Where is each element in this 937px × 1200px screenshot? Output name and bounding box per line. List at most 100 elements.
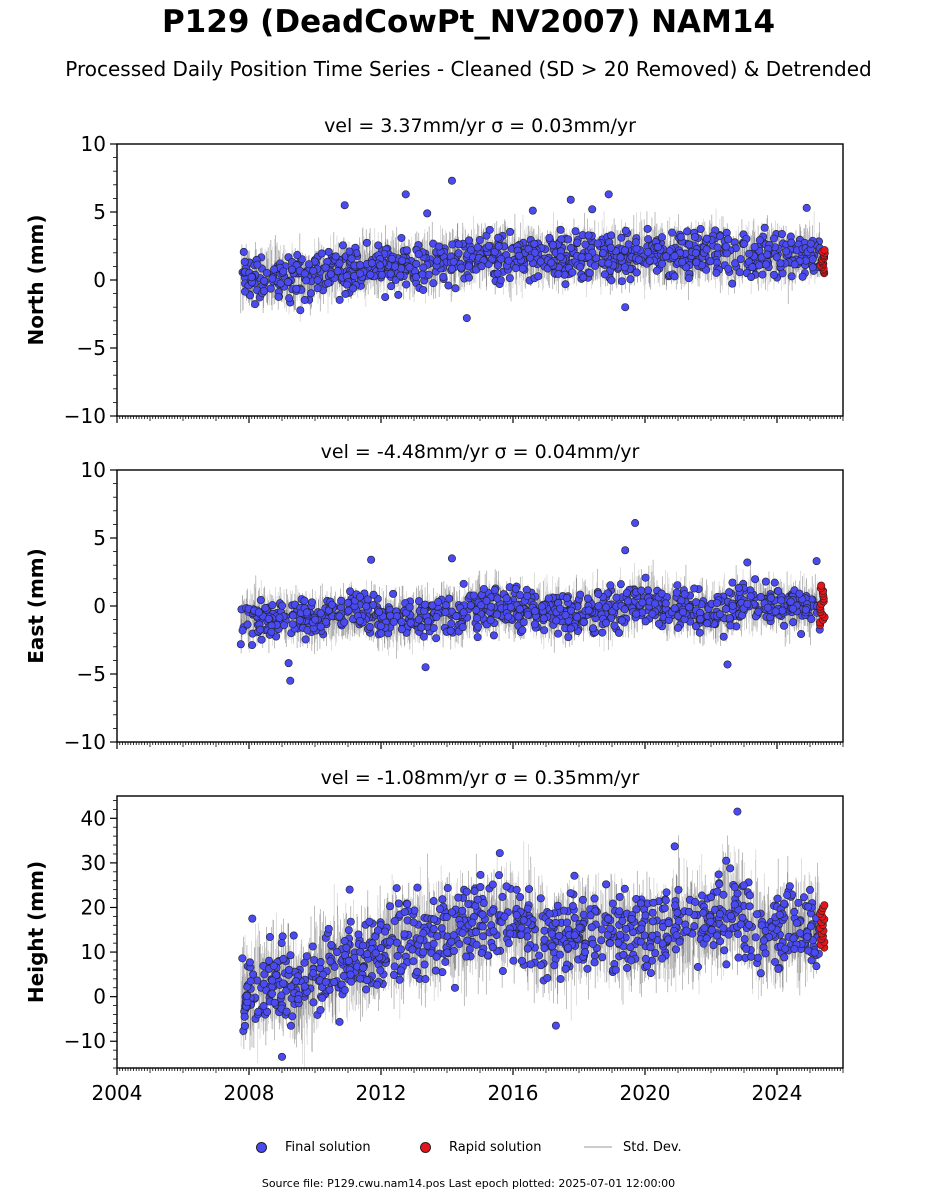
final-solution-point: [239, 247, 248, 256]
final-solution-point: [275, 613, 284, 622]
final-solution-point: [296, 306, 305, 315]
final-solution-point: [251, 300, 260, 309]
final-solution-point: [511, 584, 520, 593]
final-solution-point: [292, 284, 301, 293]
final-solution-point: [645, 256, 654, 265]
final-solution-point: [577, 253, 586, 262]
final-solution-point: [760, 223, 769, 232]
final-solution-point: [620, 263, 629, 272]
final-solution-point: [620, 605, 629, 614]
final-solution-point: [617, 277, 626, 286]
final-solution-point: [657, 233, 666, 242]
final-solution-point: [496, 276, 505, 285]
final-solution-point: [795, 589, 804, 598]
final-solution-point: [774, 587, 783, 596]
final-solution-point: [338, 241, 347, 250]
final-solution-point: [770, 578, 779, 587]
final-solution-point: [685, 240, 694, 249]
final-solution-point: [419, 263, 428, 272]
final-solution-point: [489, 631, 498, 640]
final-solution-point: [584, 606, 593, 615]
final-solution-point: [530, 248, 539, 257]
final-solution-point: [493, 261, 502, 270]
plot-area: [238, 176, 829, 323]
final-solution-point: [402, 280, 411, 289]
final-solution-point: [545, 233, 554, 242]
final-solution-point: [756, 593, 765, 602]
final-solution-point: [554, 269, 563, 278]
final-solution-point: [268, 274, 277, 283]
final-solution-point: [313, 276, 322, 285]
final-solution-point: [540, 626, 549, 635]
final-solution-point: [782, 247, 791, 256]
final-solution-point: [726, 621, 735, 630]
final-solution-point: [493, 594, 502, 603]
final-solution-point: [661, 599, 670, 608]
final-solution-point: [441, 608, 450, 617]
final-solution-point: [387, 282, 396, 291]
final-solution-point: [712, 268, 721, 277]
final-solution-point: [691, 622, 700, 631]
final-solution-point: [414, 250, 423, 259]
final-solution-point: [343, 280, 352, 289]
final-solution-point: [270, 265, 279, 274]
final-solution-point: [599, 249, 608, 258]
final-solution-point: [247, 273, 256, 282]
final-solution-point: [776, 259, 785, 268]
final-solution-point: [571, 227, 580, 236]
final-solution-point: [536, 257, 545, 266]
final-solution-point: [621, 303, 630, 312]
final-solution-point: [514, 612, 523, 621]
final-solution-point: [556, 225, 565, 234]
final-solution-point: [375, 607, 384, 616]
final-solution-point: [566, 195, 575, 204]
final-solution-point: [747, 273, 756, 282]
final-solution-point: [802, 203, 811, 212]
final-solution-point: [321, 263, 330, 272]
final-solution-point: [322, 617, 331, 626]
final-solution-point: [748, 263, 757, 272]
final-solution-point: [475, 236, 484, 245]
final-solution-point: [724, 264, 733, 273]
final-solution-point: [300, 295, 309, 304]
final-solution-point: [573, 238, 582, 247]
final-solution-point: [254, 608, 263, 617]
final-solution-point: [643, 224, 652, 233]
final-solution-point: [683, 227, 692, 236]
final-solution-point: [387, 254, 396, 263]
final-solution-point: [696, 225, 705, 234]
final-solution-point: [432, 634, 441, 643]
rapid-solution-points: [816, 246, 829, 278]
final-solution-point: [236, 640, 245, 649]
final-solution-point: [604, 259, 613, 268]
final-solution-point: [588, 205, 597, 214]
final-solution-point: [345, 247, 354, 256]
final-solution-point: [755, 261, 764, 270]
final-solution-point: [702, 234, 711, 243]
final-solution-point: [624, 240, 633, 249]
final-solution-point: [259, 286, 268, 295]
final-solution-point: [668, 228, 677, 237]
final-solution-point: [340, 201, 349, 210]
final-solution-point: [592, 254, 601, 263]
final-solution-point: [454, 249, 463, 258]
final-solution-point: [616, 253, 625, 262]
final-solution-point: [490, 586, 499, 595]
final-solution-point: [326, 270, 335, 279]
final-solution-point: [777, 596, 786, 605]
final-solution-point: [337, 603, 346, 612]
final-solution-point: [807, 615, 816, 624]
y-tick-label: 5: [93, 200, 106, 224]
final-solution-point: [497, 254, 506, 263]
final-solution-point: [335, 259, 344, 268]
final-solution-points: [238, 176, 824, 323]
final-solution-point: [567, 243, 576, 252]
final-solution-point: [787, 272, 796, 281]
final-solution-point: [264, 614, 273, 623]
panel-title: vel = 3.37mm/yr σ = 0.03mm/yr: [324, 115, 636, 137]
final-solution-point: [335, 295, 344, 304]
final-solution-point: [722, 249, 731, 258]
final-solution-point: [808, 255, 817, 264]
final-solution-point: [433, 256, 442, 265]
